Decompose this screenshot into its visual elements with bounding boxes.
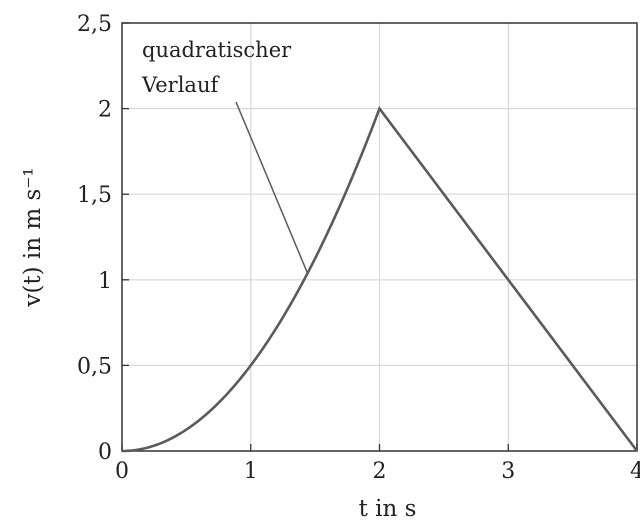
annotation-pointer-line	[236, 102, 307, 273]
y-tick-label-1: 0,5	[77, 354, 112, 379]
x-tick-label-0: 0	[115, 459, 129, 484]
y-axis-label: v(t) in m s⁻¹	[20, 167, 46, 307]
y-tick-label-3: 1,5	[77, 183, 112, 208]
x-tick-label-3: 3	[501, 459, 515, 484]
x-tick-label-1: 1	[244, 459, 258, 484]
y-tick-label-0: 0	[98, 440, 112, 465]
x-tick-label-2: 2	[373, 459, 387, 484]
x-tick-label-4: 4	[630, 459, 640, 484]
y-tick-label-2: 1	[98, 269, 112, 294]
y-axis-ticks: 0 0,5 1 1,5 2 2,5	[77, 12, 129, 465]
x-axis-label: t in s	[359, 496, 417, 522]
annotation-label-line-1: quadratischer	[142, 38, 292, 62]
y-tick-label-4: 2	[98, 98, 112, 123]
annotation-label-line-2: Verlauf	[141, 73, 220, 97]
y-tick-label-5: 2,5	[77, 12, 112, 37]
x-axis-ticks: 0 1 2 3 4	[115, 444, 640, 484]
